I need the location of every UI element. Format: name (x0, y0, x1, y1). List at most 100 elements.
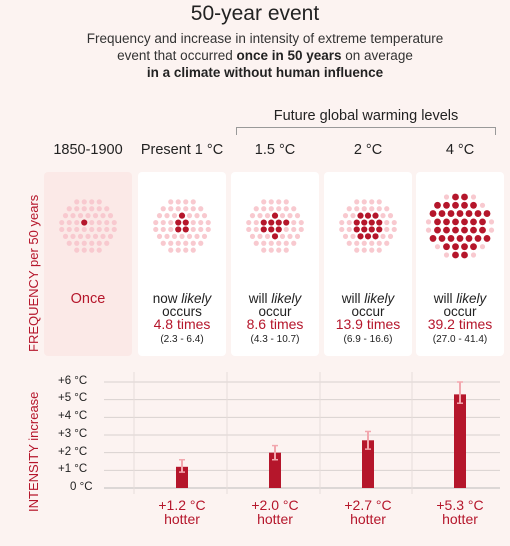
hotter-value: +5.3 °C (436, 497, 484, 513)
event-dot (175, 206, 181, 212)
event-dot (74, 226, 80, 233)
event-dot (287, 233, 293, 239)
y-tick-label: +5 °C (58, 392, 88, 404)
hotter-text: hotter (164, 511, 200, 527)
subtitle-line2-pre: event that occurred (117, 48, 237, 63)
event-dot (77, 233, 84, 239)
event-dot-highlighted (443, 226, 450, 234)
future-warming-label: Future global warming levels (273, 108, 459, 124)
event-dot-highlighted (443, 218, 450, 226)
event-dot (479, 202, 486, 208)
freq-value: 8.6 times (246, 316, 304, 332)
event-dot (59, 226, 65, 233)
event-dot (354, 206, 360, 212)
event-dot (201, 213, 208, 219)
event-dot (107, 233, 114, 239)
event-dot (66, 226, 72, 233)
event-dot (100, 213, 106, 219)
event-dot (298, 219, 304, 226)
freq-value: 39.2 times (427, 316, 493, 332)
event-dot-highlighted (479, 218, 486, 226)
event-dot (287, 213, 293, 219)
event-dot-highlighted (470, 243, 477, 251)
hotter-label-4: +5.3 °C hotter (412, 498, 508, 526)
event-dot-highlighted (271, 233, 279, 240)
event-dot-highlighted (461, 226, 468, 234)
event-dot-highlighted (361, 226, 368, 233)
chart-title: 50-year event (190, 2, 320, 25)
event-dot-highlighted (260, 226, 267, 233)
event-dot (264, 213, 271, 219)
event-dot (89, 219, 95, 226)
event-dot-highlighted (353, 226, 360, 233)
event-dot (104, 206, 110, 212)
event-dot-highlighted (260, 219, 267, 226)
subtitle-line2-post: on average (341, 48, 413, 63)
event-dot-highlighted (434, 201, 441, 209)
event-dot (369, 199, 375, 205)
event-dot (376, 206, 382, 212)
event-dot-highlighted (361, 219, 368, 226)
event-dot (488, 227, 495, 233)
event-dot (283, 199, 289, 205)
panel-present (138, 172, 226, 356)
event-dot (253, 240, 259, 246)
event-dot (279, 233, 286, 239)
event-dot (74, 247, 80, 253)
event-dot (261, 206, 267, 212)
event-dot (153, 226, 159, 233)
hotter-value: +1.2 °C (158, 497, 206, 513)
column-header-1-5: 1.5 °C (254, 142, 296, 158)
event-dot (380, 233, 386, 239)
event-dot (369, 206, 375, 212)
event-dot (276, 206, 282, 212)
event-dot-highlighted (443, 201, 450, 209)
event-dot (156, 233, 163, 239)
event-dot (425, 219, 432, 225)
event-dot-highlighted (275, 219, 282, 226)
event-dot (434, 244, 441, 250)
event-dot (384, 226, 390, 233)
event-dot-highlighted (447, 210, 455, 217)
event-dot (81, 226, 87, 233)
event-dot (183, 199, 189, 205)
event-dot (261, 247, 267, 253)
freq-text-line1: will likely (248, 291, 302, 306)
event-dot (62, 213, 69, 219)
freq-text-line2: occur (351, 304, 385, 319)
y-tick-label: +1 °C (58, 463, 88, 475)
event-dot (291, 226, 297, 233)
event-dot (66, 240, 72, 246)
event-dot (70, 213, 76, 219)
event-dot (89, 247, 95, 253)
freq-label-1850-1900: Once (40, 292, 136, 307)
event-dot (488, 219, 495, 225)
event-dot (190, 240, 196, 246)
event-dot-highlighted (175, 219, 182, 226)
event-dot (354, 199, 360, 205)
event-dot (257, 213, 263, 219)
event-dot-highlighted (461, 193, 468, 201)
event-dot-highlighted (268, 226, 275, 233)
freq-text-line2: occur (443, 304, 477, 319)
event-dot-highlighted (182, 219, 189, 226)
event-dot (276, 247, 282, 253)
event-dot-highlighted (182, 226, 189, 233)
event-dot-highlighted (81, 219, 88, 226)
event-dot (171, 233, 178, 239)
event-dot (376, 247, 382, 253)
event-dot (339, 226, 345, 233)
event-dot (96, 247, 102, 253)
event-dot-highlighted (474, 210, 482, 217)
column-header-2: 2 °C (353, 142, 383, 158)
event-dot (470, 194, 477, 200)
event-dot (77, 213, 84, 219)
event-dot-highlighted (357, 212, 364, 219)
freq-range: (6.9 - 16.6) (343, 334, 393, 345)
panel-2 (324, 172, 412, 356)
event-dot (168, 219, 174, 226)
event-dot (164, 233, 170, 239)
event-dot (380, 213, 386, 219)
event-dot (384, 219, 390, 226)
